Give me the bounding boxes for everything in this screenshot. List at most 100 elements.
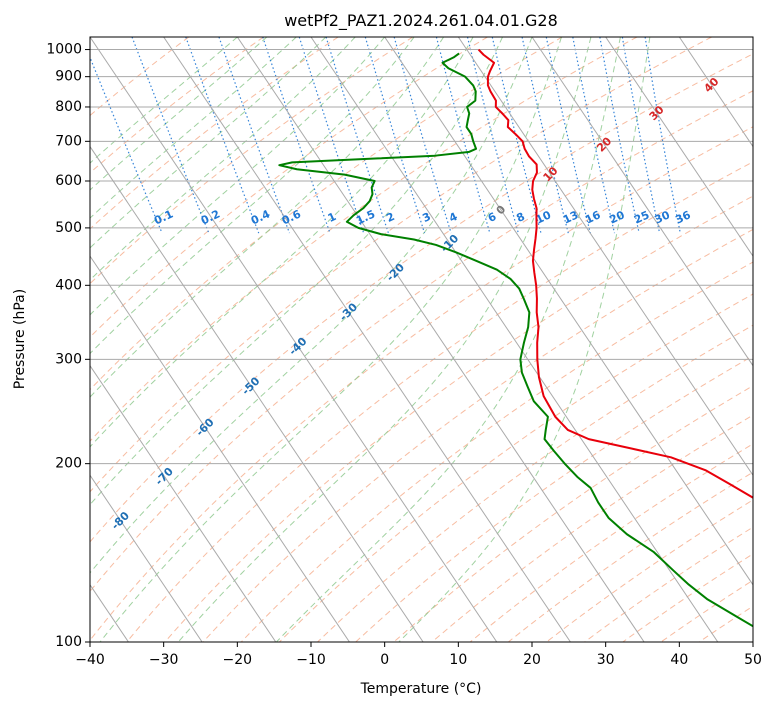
x-tick-label: 10 [449,652,467,668]
moist-adiabat-line [90,37,268,191]
moist-adiabat-line [276,37,621,642]
dry-adiabat-line [90,37,712,493]
isotherm-line [236,37,645,642]
mixing-ratio-line [325,37,389,234]
temperature-line [477,48,753,499]
moist-adiabats [90,37,651,642]
x-tick-label: 40 [670,652,688,668]
y-tick-label: 300 [55,351,82,367]
dewpoint-line [278,52,753,628]
x-tick-label: −30 [149,652,179,668]
isotherm-label: -60 [193,416,216,439]
dry-adiabat-line [126,161,753,642]
isotherm-label: -20 [384,261,407,284]
mixing-ratio-line [621,37,661,234]
isotherm-label: -10 [438,232,461,255]
mixing-ratio-line [218,37,291,234]
dry-adiabat-line [90,37,339,230]
isotherm-line [90,474,203,642]
isotherm-line [605,37,753,258]
isotherm-label: -70 [153,465,176,488]
mixing-ratio-label: 8 [514,210,526,225]
dry-adiabat-line [431,414,753,642]
dry-adiabat-line [90,37,190,117]
mixing-ratio-line [521,37,569,234]
dry-adiabat-line [90,37,264,174]
y-tick-label: 100 [55,634,82,650]
y-tick-label: 1000 [46,42,82,58]
y-axis: 100 200 300 400 500 600 700 800 900 1000 [46,42,90,650]
mixing-ratio-label: 30 [653,208,673,226]
x-tick-label: 30 [597,652,615,668]
isotherms [90,37,753,642]
y-tick-label: 800 [55,99,82,115]
mixing-ratio-label: 0.1 [152,207,175,227]
mixing-ratio-line [644,37,681,234]
dry-adiabat-line [90,53,753,543]
mixing-ratio-lines [90,37,681,234]
mixing-ratio-label: 0.6 [280,207,303,227]
moist-adiabat-line [90,37,474,448]
isotherm-line [90,37,498,642]
mixing-ratio-label: 3 [420,210,432,225]
mixing-ratio-label: 20 [607,208,627,226]
x-tick-label: −40 [75,652,105,668]
y-tick-label: 600 [55,173,82,189]
profile-series [278,48,753,628]
x-tick-label: 20 [523,652,541,668]
moist-adiabat-line [90,37,386,316]
moist-adiabat-line [398,37,651,642]
x-tick-label: −10 [296,652,326,668]
isotherm-label: -30 [337,300,360,323]
dry-adiabat-line [393,385,753,642]
y-tick-label: 400 [55,277,82,293]
moist-adiabat-line [90,37,327,249]
x-axis: −40 −30 −20 −10 0 10 20 30 40 50 [75,642,762,668]
plot-frame [89,36,754,643]
mixing-ratio-label: 0.2 [199,207,222,227]
isotherm-label: 30 [647,103,667,123]
dry-adiabat-line [584,526,753,642]
isotherm-label: -100 [27,607,56,636]
moist-adiabat-line [90,37,503,506]
y-tick-label: 900 [55,69,82,85]
isotherm-label: -50 [239,374,262,397]
mixing-ratio-line [364,37,426,234]
isotherm-line [384,37,753,586]
mixing-ratio-line [185,37,260,234]
dry-adiabat-line [317,324,753,642]
mixing-ratio-line [545,37,591,234]
moist-adiabat-line [90,37,445,398]
dry-adiabat-line [660,579,753,642]
x-axis-label: Temperature (°C) [360,681,482,697]
mixing-ratio-line [262,37,331,234]
isotherm-line [678,37,753,148]
moist-adiabat-line [99,37,562,642]
mixing-ratio-line [131,37,210,234]
dry-adiabat-line [90,37,488,338]
mixing-ratio-line [572,37,616,234]
dry-adiabat-line [698,605,753,642]
plot-area: -100-90-80-70-60-50-40-30-20-10010203040… [27,37,753,642]
mixing-ratio-label: 4 [447,210,460,225]
mixing-ratio-labels: 0.1 0.2 0.4 0.6 1 1.5 2 3 4 6 8 10 13 16 20 25 30 36 [152,207,693,227]
isotherm-label: -90 [71,562,94,585]
mixing-ratio-label: 0.4 [249,207,272,227]
moist-adiabat-line [90,37,238,164]
chart-title: wetPf2_PAZ1.2024.261.04.01.G28 [284,11,558,31]
isotherm-line [457,37,753,477]
mixing-ratio-label: 36 [673,208,693,226]
isotherm-line [163,37,571,642]
mixing-ratio-label: 1.5 [354,207,377,227]
y-tick-label: 700 [55,133,82,149]
mixing-ratio-line [298,37,365,234]
dry-adiabat-line [90,37,414,285]
x-tick-label: 50 [744,652,762,668]
dry-adiabat-line [469,443,753,642]
isotherm-label: -80 [109,509,132,532]
mixing-ratio-label: 13 [561,208,580,226]
isotherm-line [310,37,719,642]
isotherm-line [90,145,424,642]
moist-adiabat-line [177,37,592,642]
